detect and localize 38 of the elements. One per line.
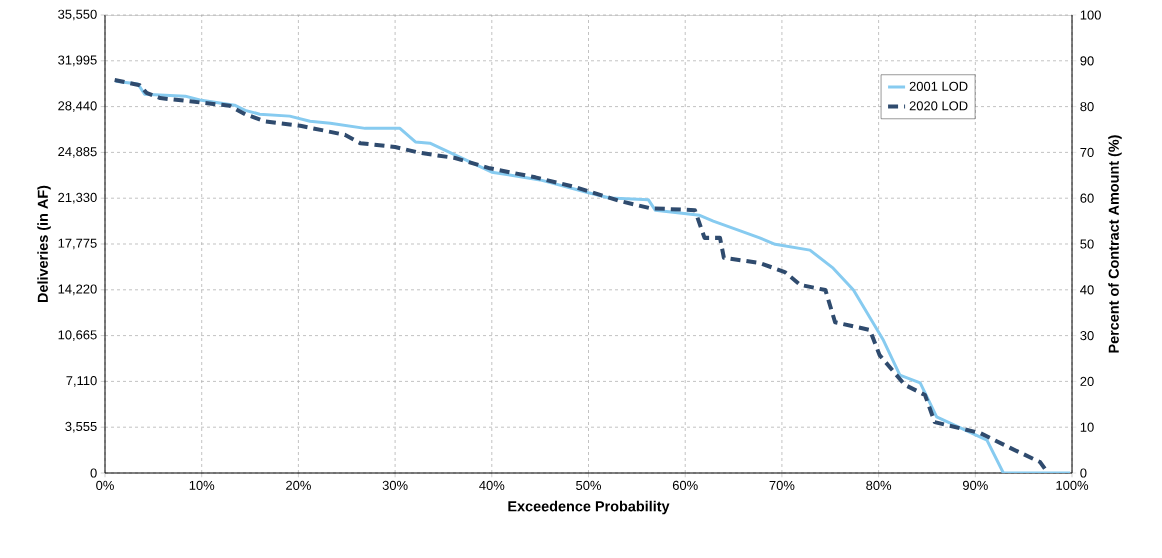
x-tick-label: 60% <box>672 480 698 490</box>
y2-tick-label: 70 <box>1080 147 1094 157</box>
y-tick-label: 24,885 <box>58 147 97 158</box>
y2-tick-label: 100 <box>1080 10 1101 20</box>
y2-tick-label: 90 <box>1080 56 1094 66</box>
x-tick-label: 70% <box>769 480 795 490</box>
x-tick-label: 10% <box>189 480 215 490</box>
y2-tick-label: 80 <box>1080 102 1094 112</box>
x-tick-label: 20% <box>286 480 311 490</box>
y2-axis-title: Percent of Contract Amount (%) <box>1108 135 1122 353</box>
y-tick-label: 7,110 <box>66 376 97 387</box>
y-tick-label: 0 <box>90 468 97 478</box>
x-tick-label: 0% <box>96 480 114 490</box>
x-tick-label: 50% <box>576 480 602 490</box>
y2-tick-label: 50 <box>1080 239 1094 249</box>
y-tick-label: 28,440 <box>58 101 97 112</box>
x-tick-label: 30% <box>382 480 408 490</box>
y2-tick-label: 10 <box>1080 422 1094 432</box>
y2-tick-label: 30 <box>1080 331 1094 341</box>
y2-tick-label: 20 <box>1080 376 1094 386</box>
x-tick-label: 90% <box>962 480 988 490</box>
y-tick-label: 10,665 <box>58 330 97 341</box>
y2-tick-label: 40 <box>1080 285 1094 295</box>
y-tick-label: 3,555 <box>65 421 97 433</box>
y-tick-label: 31,995 <box>58 55 97 67</box>
y-tick-label: 35,550 <box>58 9 97 21</box>
y-tick-label: 17,775 <box>58 238 97 250</box>
y2-tick-label: 60 <box>1080 193 1094 203</box>
y-tick-label: 21,330 <box>58 192 97 204</box>
x-tick-label: 100% <box>1056 480 1089 490</box>
y-axis-title: Deliveries (in AF) <box>37 185 51 303</box>
x-tick-label: 40% <box>479 480 505 490</box>
y-tick-label: 14,220 <box>58 284 97 296</box>
x-axis-title: Exceedence Probability <box>508 500 670 515</box>
x-tick-label: 80% <box>866 480 892 490</box>
legend-label: 2001 LOD <box>909 81 968 91</box>
legend-label: 2020 LOD <box>909 101 968 111</box>
y2-tick-label: 0 <box>1080 468 1087 478</box>
